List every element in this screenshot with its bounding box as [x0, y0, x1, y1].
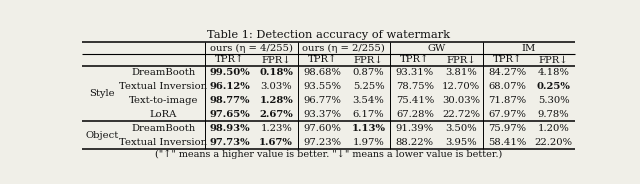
Text: 0.87%: 0.87%: [353, 68, 385, 77]
Text: 12.70%: 12.70%: [442, 82, 480, 91]
Text: 98.68%: 98.68%: [303, 68, 341, 77]
Text: FPR↓: FPR↓: [539, 55, 568, 64]
Text: 1.67%: 1.67%: [259, 138, 293, 147]
Text: 96.12%: 96.12%: [209, 82, 250, 91]
Text: 68.07%: 68.07%: [488, 82, 526, 91]
Text: 93.55%: 93.55%: [303, 82, 341, 91]
Text: ours (η = 2/255): ours (η = 2/255): [302, 44, 385, 53]
Text: 22.20%: 22.20%: [534, 138, 573, 147]
Text: 96.77%: 96.77%: [303, 96, 341, 105]
Text: 3.03%: 3.03%: [260, 82, 292, 91]
Text: 1.23%: 1.23%: [260, 124, 292, 133]
Text: DreamBooth: DreamBooth: [131, 124, 195, 133]
Text: 78.75%: 78.75%: [396, 82, 434, 91]
Text: 97.60%: 97.60%: [303, 124, 341, 133]
Text: 97.65%: 97.65%: [209, 110, 250, 119]
Text: LoRA: LoRA: [150, 110, 177, 119]
Text: Textual Inversion: Textual Inversion: [119, 82, 207, 91]
Text: 6.17%: 6.17%: [353, 110, 385, 119]
Text: 99.50%: 99.50%: [209, 68, 250, 77]
Text: 91.39%: 91.39%: [396, 124, 434, 133]
Text: DreamBooth: DreamBooth: [131, 68, 195, 77]
Text: 3.95%: 3.95%: [445, 138, 477, 147]
Text: TPR↑: TPR↑: [493, 55, 522, 64]
Text: 88.22%: 88.22%: [396, 138, 434, 147]
Text: ("↑" means a higher value is better. "↓" means a lower value is better.): ("↑" means a higher value is better. "↓"…: [155, 150, 502, 159]
Text: IM: IM: [522, 44, 536, 53]
Text: Text-to-image: Text-to-image: [129, 96, 198, 105]
Text: TPR↑: TPR↑: [215, 55, 244, 64]
Text: 3.54%: 3.54%: [353, 96, 385, 105]
Text: 58.41%: 58.41%: [488, 138, 527, 147]
Text: 98.93%: 98.93%: [209, 124, 250, 133]
Text: 1.97%: 1.97%: [353, 138, 385, 147]
Text: 30.03%: 30.03%: [442, 96, 480, 105]
Text: GW: GW: [427, 44, 445, 53]
Text: Style: Style: [89, 89, 115, 98]
Text: 84.27%: 84.27%: [488, 68, 526, 77]
Text: Textual Inversion: Textual Inversion: [119, 138, 207, 147]
Text: 1.13%: 1.13%: [351, 124, 386, 133]
Text: 1.28%: 1.28%: [259, 96, 293, 105]
Text: 5.25%: 5.25%: [353, 82, 385, 91]
Text: 97.73%: 97.73%: [209, 138, 250, 147]
Text: 9.78%: 9.78%: [538, 110, 570, 119]
Text: FPR↓: FPR↓: [261, 55, 291, 64]
Text: 1.20%: 1.20%: [538, 124, 570, 133]
Text: 75.41%: 75.41%: [396, 96, 434, 105]
Text: ours (η = 4/255): ours (η = 4/255): [210, 44, 293, 53]
Text: Table 1: Detection accuracy of watermark: Table 1: Detection accuracy of watermark: [207, 30, 451, 40]
Text: 0.18%: 0.18%: [259, 68, 293, 77]
Text: 93.37%: 93.37%: [303, 110, 341, 119]
Text: TPR↑: TPR↑: [308, 55, 337, 64]
Text: 98.77%: 98.77%: [210, 96, 250, 105]
Text: 5.30%: 5.30%: [538, 96, 570, 105]
Text: 71.87%: 71.87%: [488, 96, 526, 105]
Text: 3.50%: 3.50%: [445, 124, 477, 133]
Text: 22.72%: 22.72%: [442, 110, 480, 119]
Text: 3.81%: 3.81%: [445, 68, 477, 77]
Text: 67.97%: 67.97%: [488, 110, 526, 119]
Text: 97.23%: 97.23%: [303, 138, 341, 147]
Text: TPR↑: TPR↑: [400, 55, 429, 64]
Text: 0.25%: 0.25%: [536, 82, 570, 91]
Text: 93.31%: 93.31%: [396, 68, 434, 77]
Text: FPR↓: FPR↓: [446, 55, 476, 64]
Text: 2.67%: 2.67%: [259, 110, 293, 119]
Text: 67.28%: 67.28%: [396, 110, 434, 119]
Text: FPR↓: FPR↓: [354, 55, 383, 64]
Text: 75.97%: 75.97%: [488, 124, 526, 133]
Text: Object: Object: [85, 131, 118, 140]
Text: 4.18%: 4.18%: [538, 68, 570, 77]
